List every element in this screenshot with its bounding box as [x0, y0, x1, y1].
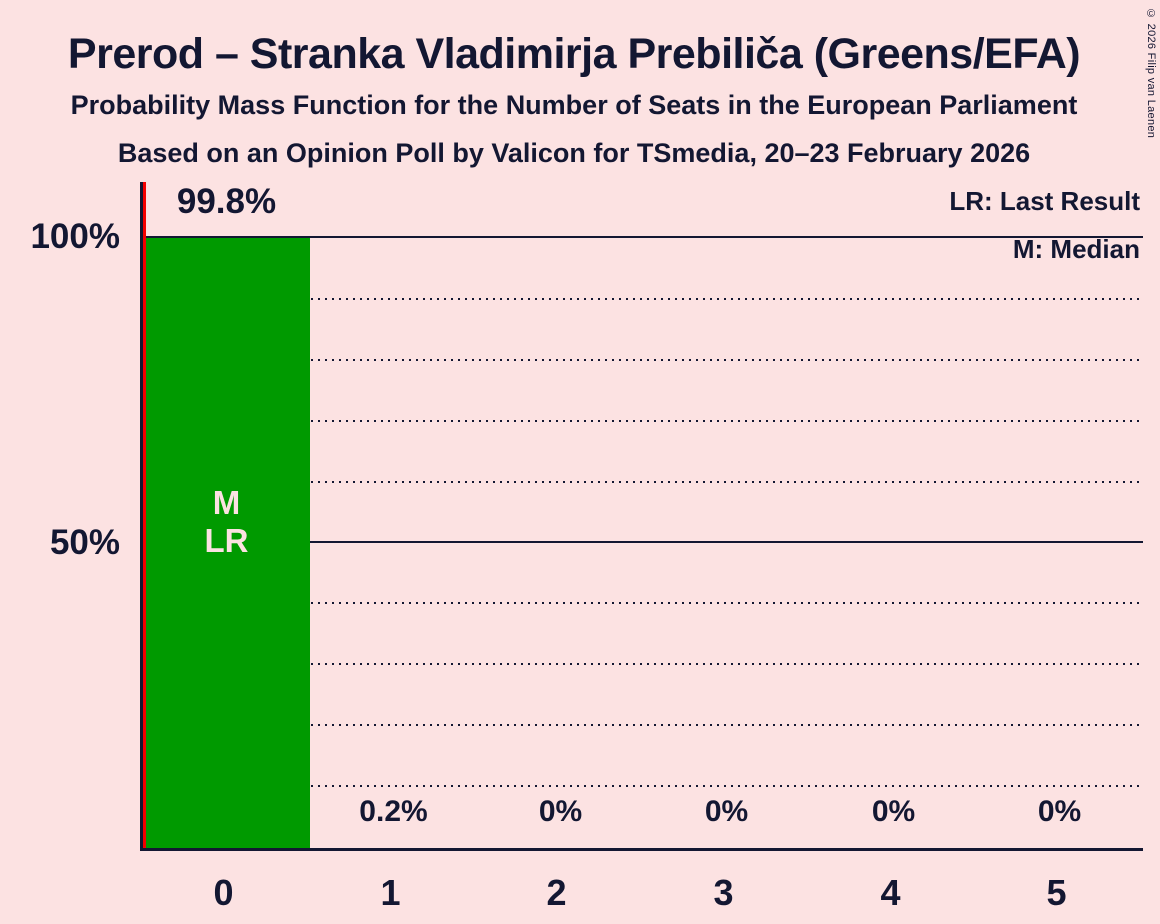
gridline-20pct: [143, 724, 1143, 726]
last-result-line: [143, 182, 146, 848]
x-tick-label-seat-4: 4: [880, 872, 901, 913]
value-label-seat-4: 0%: [871, 795, 916, 828]
gridline-60pct: [143, 481, 1143, 483]
chart-title: Prerod – Stranka Vladimirja Prebiliča (G…: [67, 30, 1081, 78]
gridline-70pct: [143, 420, 1143, 422]
copyright-notice: © 2026 Filip van Laenen: [1145, 8, 1157, 139]
chart-subtitle: Probability Mass Function for the Number…: [70, 90, 1078, 120]
chart-source-line: Based on an Opinion Poll by Valicon for …: [117, 138, 1031, 168]
value-label-seat-2: 0%: [538, 795, 583, 828]
x-tick-label-seat-0: 0: [213, 872, 234, 913]
legend-last-result: LR: Last Result: [949, 186, 1140, 216]
x-tick-label-seat-1: 1: [380, 872, 401, 913]
x-tick-label-seat-5: 5: [1046, 872, 1067, 913]
plot-area: 99.8% M LR 0.2% 0% 0% 0% 0%: [140, 182, 1143, 851]
bar-annotations: M LR: [143, 484, 310, 560]
bar-value-label-seat-0: 99.8%: [176, 182, 277, 221]
gridline-100pct: [143, 236, 1143, 238]
gridline-10pct: [143, 785, 1143, 787]
gridline-90pct: [143, 298, 1143, 300]
median-marker-label: M: [212, 484, 241, 521]
last-result-marker-label: LR: [204, 522, 249, 559]
gridline-50pct: [143, 541, 1143, 543]
value-label-seat-3: 0%: [704, 795, 749, 828]
gridline-40pct: [143, 602, 1143, 604]
value-label-seat-5: 0%: [1037, 795, 1082, 828]
x-tick-label-seat-2: 2: [546, 872, 567, 913]
legend-median: M: Median: [1012, 234, 1140, 264]
value-label-seat-1: 0.2%: [359, 795, 428, 828]
gridline-80pct: [143, 359, 1143, 361]
gridline-30pct: [143, 663, 1143, 665]
y-axis-label-50: 50%: [49, 523, 120, 562]
probability-bar-seat-0: [143, 238, 310, 848]
y-axis-label-100: 100%: [30, 217, 120, 256]
x-tick-label-seat-3: 3: [713, 872, 734, 913]
